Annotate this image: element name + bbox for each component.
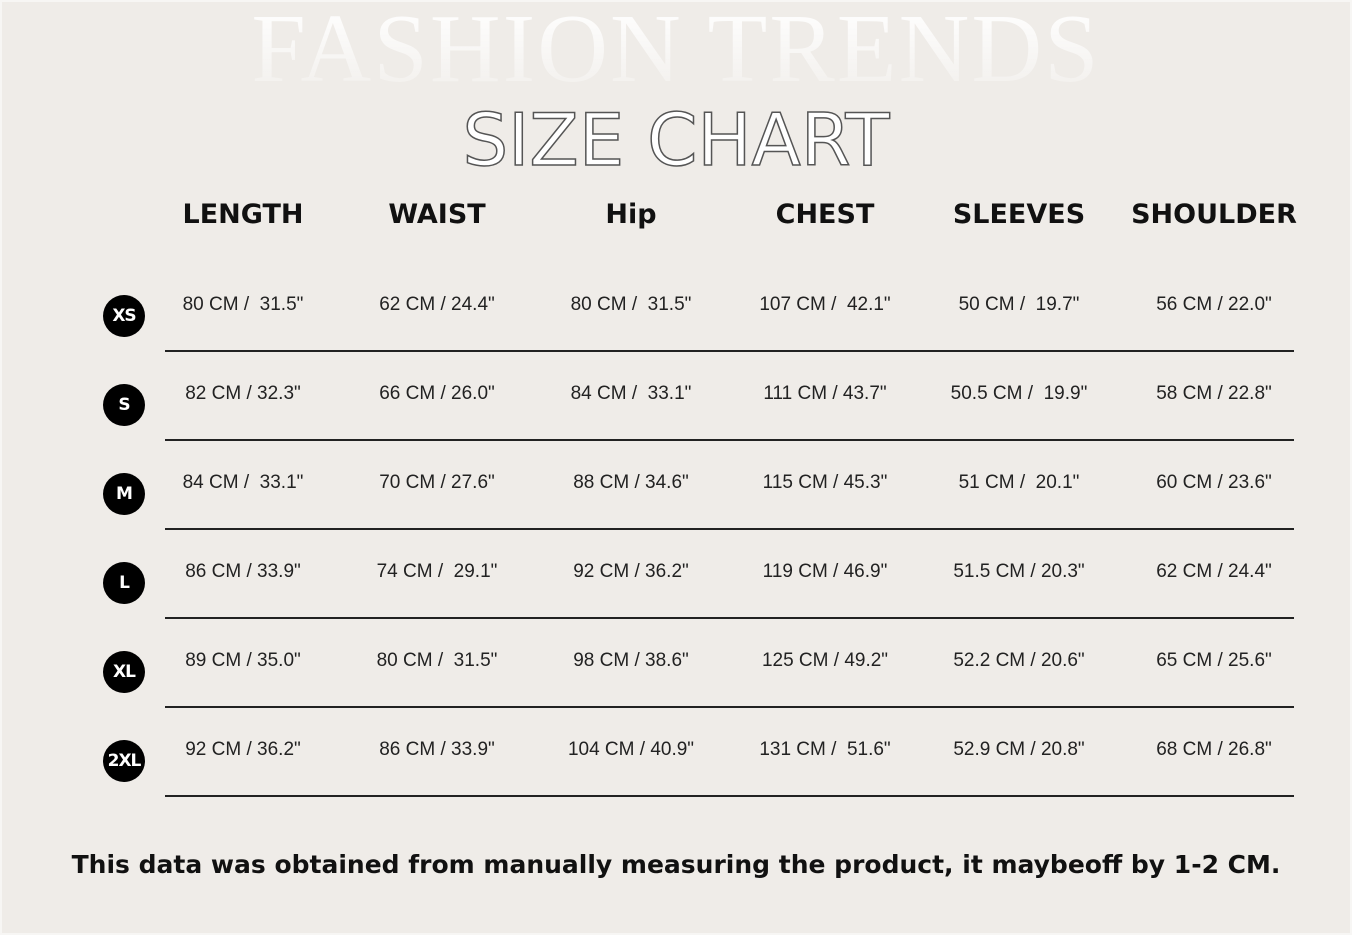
column-header: SLEEVES <box>952 199 1086 230</box>
column-header: Hip <box>605 199 657 230</box>
table-cell: 70 CM / 27.6" <box>379 472 495 493</box>
page-title: SIZE CHART <box>462 98 891 182</box>
table-cell: 50 CM / 19.7" <box>958 294 1080 315</box>
size-badge: M <box>103 473 145 515</box>
table-cell: 74 CM / 29.1" <box>376 561 498 582</box>
table-cell: 65 CM / 25.6" <box>1156 650 1272 671</box>
size-badge: S <box>103 384 145 426</box>
size-badge: 2XL <box>103 740 145 782</box>
column-header: LENGTH <box>182 199 304 230</box>
size-badge: L <box>103 562 145 604</box>
table-cell: 89 CM / 35.0" <box>185 650 301 671</box>
table-cell: 88 CM / 34.6" <box>573 472 689 493</box>
table-cell: 84 CM / 33.1" <box>570 383 692 404</box>
table-cell: 84 CM / 33.1" <box>182 472 304 493</box>
table-cell: 58 CM / 22.8" <box>1156 383 1272 404</box>
table-cell: 115 CM / 45.3" <box>762 472 888 493</box>
table-cell: 86 CM / 33.9" <box>379 739 495 760</box>
table-cell: 92 CM / 36.2" <box>185 739 301 760</box>
table-cell: 56 CM / 22.0" <box>1156 294 1272 315</box>
table-cell: 107 CM / 42.1" <box>759 294 891 315</box>
table-cell: 82 CM / 32.3" <box>185 383 301 404</box>
row-divider <box>165 439 1294 441</box>
table-cell: 51.5 CM / 20.3" <box>953 561 1085 582</box>
table-cell: 50.5 CM / 19.9" <box>950 383 1088 404</box>
column-header: SHOULDER <box>1131 199 1297 230</box>
table-cell: 66 CM / 26.0" <box>379 383 495 404</box>
column-header: WAIST <box>388 199 486 230</box>
table-cell: 131 CM / 51.6" <box>759 739 891 760</box>
table-cell: 125 CM / 49.2" <box>761 650 889 671</box>
row-divider <box>165 350 1294 352</box>
table-cell: 62 CM / 24.4" <box>1156 561 1272 582</box>
table-cell: 86 CM / 33.9" <box>185 561 301 582</box>
table-cell: 104 CM / 40.9" <box>567 739 695 760</box>
table-cell: 80 CM / 31.5" <box>182 294 304 315</box>
background-title: FASHION TRENDS <box>0 0 1352 98</box>
size-badge: XL <box>103 651 145 693</box>
measurement-note: This data was obtained from manually mea… <box>71 850 1281 879</box>
table-cell: 92 CM / 36.2" <box>573 561 689 582</box>
size-badge: XS <box>103 295 145 337</box>
column-header: CHEST <box>775 199 875 230</box>
table-cell: 111 CM / 43.7" <box>763 383 887 404</box>
table-cell: 98 CM / 38.6" <box>573 650 689 671</box>
table-cell: 68 CM / 26.8" <box>1156 739 1272 760</box>
table-cell: 60 CM / 23.6" <box>1156 472 1272 493</box>
table-cell: 52.9 CM / 20.8" <box>953 739 1085 760</box>
table-cell: 119 CM / 46.9" <box>762 561 888 582</box>
table-cell: 80 CM / 31.5" <box>376 650 498 671</box>
row-divider <box>165 528 1294 530</box>
table-cell: 51 CM / 20.1" <box>958 472 1080 493</box>
table-cell: 80 CM / 31.5" <box>570 294 692 315</box>
row-divider <box>165 617 1294 619</box>
row-divider <box>165 795 1294 797</box>
row-divider <box>165 706 1294 708</box>
table-cell: 52.2 CM / 20.6" <box>953 650 1085 671</box>
table-cell: 62 CM / 24.4" <box>379 294 495 315</box>
